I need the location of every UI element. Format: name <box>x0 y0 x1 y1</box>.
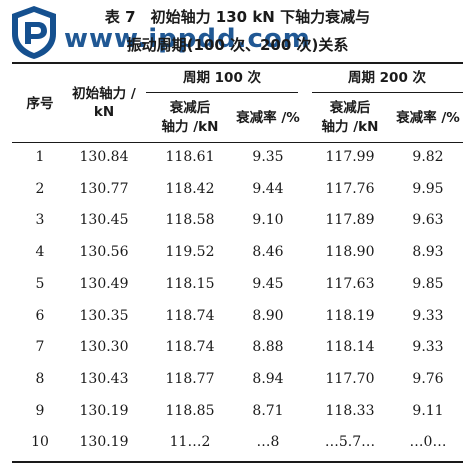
cell-rate-200: 9.33 <box>412 308 444 324</box>
header-force-after-200-line-2: 轴力 /kN <box>321 119 379 135</box>
header-rate-100: 衰减率 /% <box>236 110 300 126</box>
cell-rate-200: 8.93 <box>412 244 444 260</box>
cell-initial-force: 130.45 <box>79 212 129 228</box>
cell-force-after-200: 117.63 <box>325 276 375 292</box>
cell-force-after-100: 118.85 <box>165 403 215 419</box>
cell-force-after-100: 119.52 <box>165 244 215 260</box>
cell-force-after-100: 118.15 <box>165 276 215 292</box>
cell-index: 1 <box>35 149 45 165</box>
cell-force-after-100: 118.74 <box>165 308 215 324</box>
cell-rate-100: 9.44 <box>252 181 284 197</box>
cell-rate-200: 9.33 <box>412 339 444 355</box>
cell-rate-100: 9.35 <box>252 149 284 165</box>
header-force-after-200-line-1: 衰减后 <box>329 100 371 116</box>
cell-force-after-200: 118.33 <box>325 403 375 419</box>
header-initial-force-line-2: kN <box>93 104 115 120</box>
cell-rate-200: 9.11 <box>412 403 444 419</box>
table-caption-line-1: 表 7 初始轴力 130 kN 下轴力衰减与 <box>104 8 371 26</box>
header-period-200: 周期 200 次 <box>347 70 427 86</box>
cell-index: 3 <box>35 212 45 228</box>
cell-rate-200: …0… <box>409 434 447 450</box>
cell-force-after-100: 118.74 <box>165 339 215 355</box>
cell-index: 4 <box>35 244 45 260</box>
cell-force-after-200: 118.14 <box>325 339 375 355</box>
header-force-after-100-line-1: 衰减后 <box>169 100 211 116</box>
cell-initial-force: 130.30 <box>79 339 129 355</box>
header-index: 序号 <box>26 96 54 112</box>
cell-index: 5 <box>35 276 45 292</box>
cell-index: 7 <box>35 339 45 355</box>
cell-force-after-100: 11…2 <box>169 434 211 450</box>
cell-initial-force: 130.49 <box>79 276 129 292</box>
cell-force-after-200: 118.90 <box>325 244 375 260</box>
cell-rate-100: 9.10 <box>252 212 284 228</box>
cell-force-after-200: 117.89 <box>325 212 375 228</box>
table-caption-line-2: 振动周期(100 次、200 次)关系 <box>126 36 349 54</box>
cell-initial-force: 130.56 <box>79 244 129 260</box>
cell-index: 10 <box>31 434 49 450</box>
table-top-rule <box>12 62 463 64</box>
cell-rate-200: 9.82 <box>412 149 444 165</box>
cell-force-after-100: 118.42 <box>165 181 215 197</box>
cell-force-after-100: 118.61 <box>165 149 215 165</box>
cell-force-after-200: 117.70 <box>325 371 375 387</box>
cell-rate-100: 9.45 <box>252 276 284 292</box>
cell-index: 8 <box>35 371 45 387</box>
cell-force-after-200: …5.7… <box>324 434 376 450</box>
cell-index: 9 <box>35 403 45 419</box>
cell-rate-200: 9.76 <box>412 371 444 387</box>
cell-initial-force: 130.84 <box>79 149 129 165</box>
header-force-after-100-line-2: 轴力 /kN <box>161 119 219 135</box>
cell-force-after-100: 118.77 <box>165 371 215 387</box>
cell-force-after-200: 117.76 <box>325 181 375 197</box>
header-initial-force-line-1: 初始轴力 / <box>72 86 136 102</box>
cell-rate-100: 8.90 <box>252 308 284 324</box>
cell-index: 6 <box>35 308 45 324</box>
period-100-underline <box>146 92 298 93</box>
cell-initial-force: 130.35 <box>79 308 129 324</box>
cell-rate-100: 8.94 <box>252 371 284 387</box>
cell-force-after-200: 117.99 <box>325 149 375 165</box>
period-200-underline <box>312 92 463 93</box>
watermark-text: www.ippdd.com <box>64 24 311 54</box>
shield-logo-icon <box>12 6 56 59</box>
cell-rate-200: 9.85 <box>412 276 444 292</box>
cell-rate-100: 8.88 <box>252 339 284 355</box>
cell-force-after-100: 118.58 <box>165 212 215 228</box>
cell-initial-force: 130.77 <box>79 181 129 197</box>
cell-rate-100: 8.71 <box>252 403 284 419</box>
header-period-100: 周期 100 次 <box>182 70 262 86</box>
watermark: www.ippdd.com <box>8 4 310 60</box>
header-rate-200: 衰减率 /% <box>396 110 460 126</box>
cell-rate-200: 9.63 <box>412 212 444 228</box>
table-bottom-rule <box>12 461 463 463</box>
cell-rate-100: …8 <box>256 434 280 450</box>
header-bottom-rule <box>12 142 463 143</box>
cell-index: 2 <box>35 181 45 197</box>
cell-rate-200: 9.95 <box>412 181 444 197</box>
cell-initial-force: 130.43 <box>79 371 129 387</box>
cell-initial-force: 130.19 <box>79 403 129 419</box>
cell-force-after-200: 118.19 <box>325 308 375 324</box>
cell-rate-100: 8.46 <box>252 244 284 260</box>
cell-initial-force: 130.19 <box>79 434 129 450</box>
